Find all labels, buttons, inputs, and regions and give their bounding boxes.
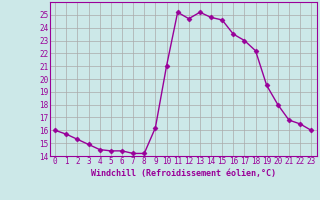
X-axis label: Windchill (Refroidissement éolien,°C): Windchill (Refroidissement éolien,°C) [91,169,276,178]
